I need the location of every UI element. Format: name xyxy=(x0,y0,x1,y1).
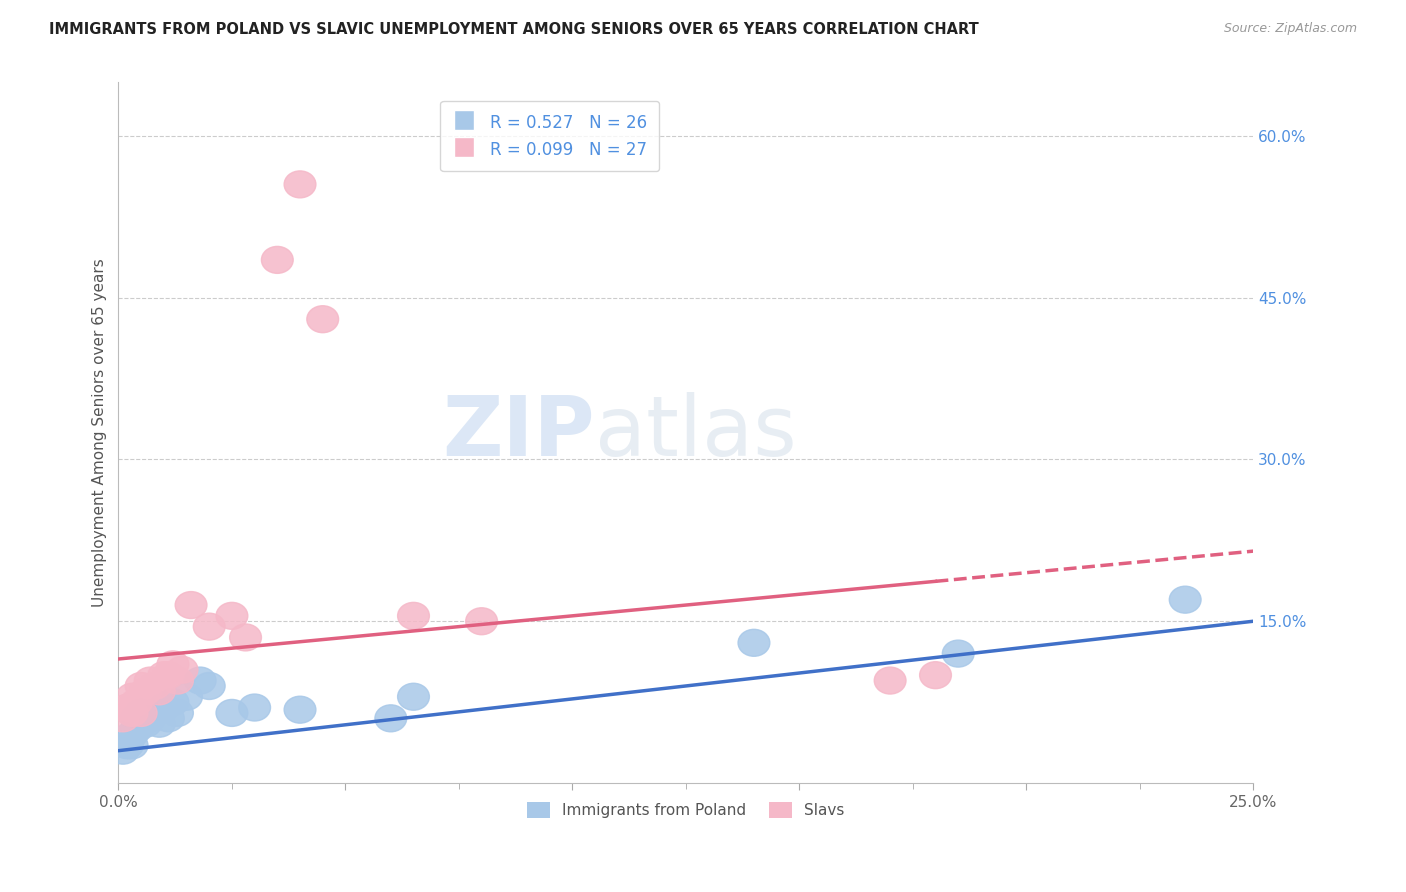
Ellipse shape xyxy=(117,699,148,726)
Ellipse shape xyxy=(111,731,143,759)
Ellipse shape xyxy=(117,721,148,748)
Ellipse shape xyxy=(398,683,429,710)
Ellipse shape xyxy=(284,171,316,198)
Ellipse shape xyxy=(398,602,429,630)
Ellipse shape xyxy=(166,657,198,683)
Ellipse shape xyxy=(194,673,225,699)
Ellipse shape xyxy=(465,607,498,635)
Ellipse shape xyxy=(129,710,162,737)
Ellipse shape xyxy=(121,715,152,742)
Ellipse shape xyxy=(920,662,952,689)
Ellipse shape xyxy=(157,689,188,715)
Ellipse shape xyxy=(148,694,180,721)
Ellipse shape xyxy=(875,667,905,694)
Ellipse shape xyxy=(217,602,247,630)
Ellipse shape xyxy=(139,673,170,699)
Ellipse shape xyxy=(125,699,157,726)
Ellipse shape xyxy=(157,651,188,678)
Ellipse shape xyxy=(121,705,152,731)
Ellipse shape xyxy=(1170,586,1201,613)
Text: ZIP: ZIP xyxy=(443,392,595,473)
Ellipse shape xyxy=(284,697,316,723)
Ellipse shape xyxy=(217,699,247,726)
Text: atlas: atlas xyxy=(595,392,797,473)
Ellipse shape xyxy=(162,699,194,726)
Ellipse shape xyxy=(176,591,207,618)
Ellipse shape xyxy=(184,667,217,694)
Ellipse shape xyxy=(143,678,176,705)
Ellipse shape xyxy=(117,683,148,710)
Ellipse shape xyxy=(152,705,184,731)
Ellipse shape xyxy=(121,689,152,715)
Text: IMMIGRANTS FROM POLAND VS SLAVIC UNEMPLOYMENT AMONG SENIORS OVER 65 YEARS CORREL: IMMIGRANTS FROM POLAND VS SLAVIC UNEMPLO… xyxy=(49,22,979,37)
Ellipse shape xyxy=(239,694,270,721)
Ellipse shape xyxy=(107,705,139,731)
Ellipse shape xyxy=(139,699,170,726)
Ellipse shape xyxy=(170,683,202,710)
Ellipse shape xyxy=(148,662,180,689)
Ellipse shape xyxy=(125,673,157,699)
Ellipse shape xyxy=(229,624,262,651)
Ellipse shape xyxy=(129,678,162,705)
Ellipse shape xyxy=(117,731,148,759)
Ellipse shape xyxy=(152,662,184,689)
Ellipse shape xyxy=(738,630,770,657)
Ellipse shape xyxy=(375,705,406,731)
Ellipse shape xyxy=(307,306,339,333)
Y-axis label: Unemployment Among Seniors over 65 years: Unemployment Among Seniors over 65 years xyxy=(93,258,107,607)
Ellipse shape xyxy=(143,710,176,737)
Ellipse shape xyxy=(107,737,139,764)
Text: Source: ZipAtlas.com: Source: ZipAtlas.com xyxy=(1223,22,1357,36)
Ellipse shape xyxy=(125,699,157,726)
Ellipse shape xyxy=(135,667,166,694)
Legend: Immigrants from Poland, Slavs: Immigrants from Poland, Slavs xyxy=(520,797,851,824)
Ellipse shape xyxy=(194,613,225,640)
Ellipse shape xyxy=(135,705,166,731)
Ellipse shape xyxy=(111,694,143,721)
Ellipse shape xyxy=(162,667,194,694)
Ellipse shape xyxy=(942,640,974,667)
Ellipse shape xyxy=(262,246,294,273)
